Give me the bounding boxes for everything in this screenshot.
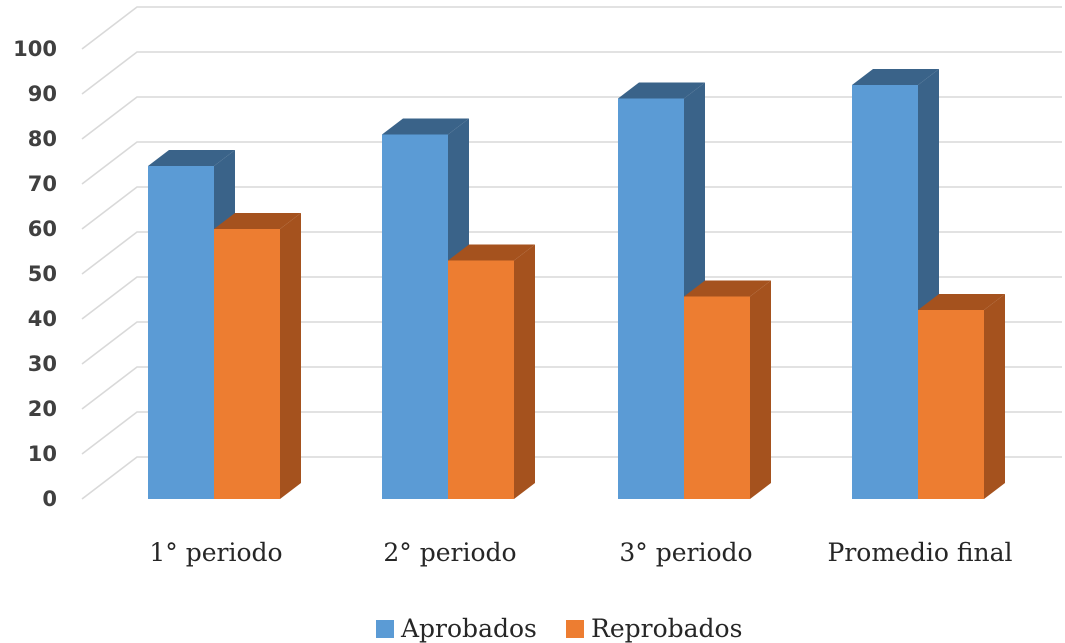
y-tick-label: 30 (28, 352, 57, 376)
bar-front-face (618, 98, 684, 499)
bar-top-face (448, 244, 535, 261)
bar-top-face (214, 213, 301, 229)
bar-front-face (918, 310, 984, 499)
legend-swatch (566, 620, 584, 638)
bar-front-face (684, 296, 750, 499)
y-tick-label: 20 (28, 397, 57, 421)
x-category-label: 2° periodo (383, 538, 516, 567)
y-tick-label: 80 (28, 127, 57, 151)
bar-front-face (852, 85, 918, 499)
bar-reprobados (448, 244, 535, 499)
bar-front-face (382, 134, 448, 499)
bar-side-face (984, 294, 1005, 499)
bar-top-face (618, 82, 705, 99)
y-tick-label: 10 (28, 442, 57, 466)
x-category-label: Promedio final (828, 538, 1013, 567)
legend-item-aprobados: Aprobados (376, 614, 537, 643)
bar-top-face (852, 69, 939, 85)
gridline (81, 96, 1062, 140)
bar-top-face (918, 294, 1005, 310)
x-category-label: 1° periodo (149, 538, 282, 567)
y-tick-label: 100 (13, 37, 57, 61)
bar-side-face (750, 280, 771, 499)
y-tick-label: 60 (28, 217, 57, 241)
bar-reprobados (918, 294, 1005, 499)
gridline (81, 51, 1062, 95)
y-tick-label: 40 (28, 307, 57, 331)
bar-top-face (148, 150, 235, 166)
x-axis-categories: 1° periodo 2° periodo 3° periodo Promedio f… (149, 538, 1012, 567)
y-tick-label: 70 (28, 172, 57, 196)
bar-front-face (148, 166, 214, 499)
bar-reprobados (684, 280, 771, 499)
legend: Aprobados Reprobados (376, 614, 742, 643)
y-tick-label: 0 (42, 487, 57, 511)
bar-top-face (684, 280, 771, 297)
y-axis-ticks: 0 10 20 30 40 50 60 70 80 90 100 (13, 37, 57, 511)
legend-swatch (376, 620, 394, 638)
gridline (81, 276, 1062, 320)
bar-reprobados (214, 213, 301, 499)
bar-side-face (280, 213, 301, 499)
bars (148, 69, 1005, 499)
bar-front-face (214, 229, 280, 499)
legend-label: Aprobados (400, 614, 537, 643)
gridline (81, 6, 1062, 50)
bar-top-face (382, 118, 469, 135)
gridline (81, 231, 1062, 275)
bar-side-face (514, 244, 535, 499)
y-tick-label: 50 (28, 262, 57, 286)
gridline (81, 186, 1062, 230)
gridlines (81, 6, 1062, 500)
y-tick-label: 90 (28, 82, 57, 106)
bar-front-face (448, 260, 514, 499)
legend-label: Reprobados (591, 614, 742, 643)
legend-item-reprobados: Reprobados (566, 614, 742, 643)
gridline (81, 141, 1062, 185)
x-category-label: 3° periodo (619, 538, 752, 567)
